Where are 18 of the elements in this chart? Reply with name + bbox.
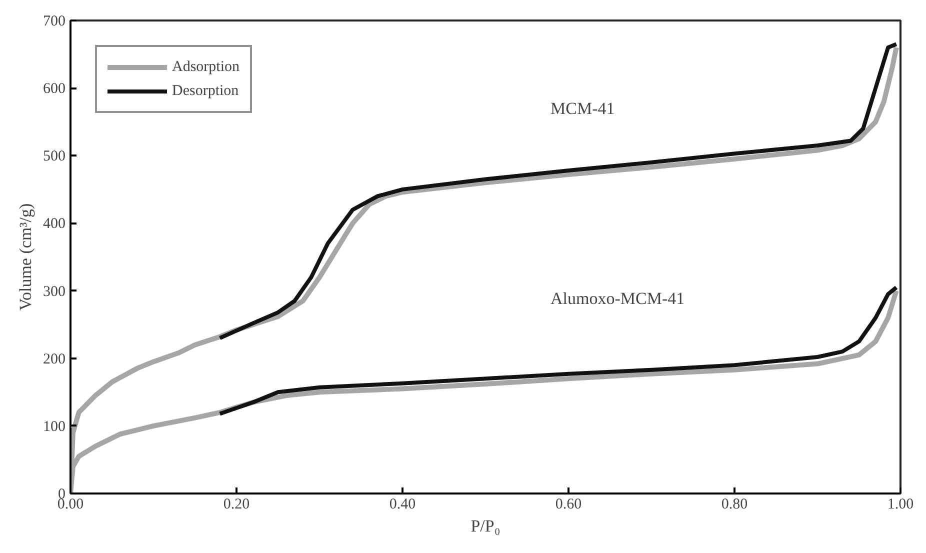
legend-label: Adsorption [172, 58, 240, 76]
y-tick-label: 700 [43, 14, 66, 30]
y-tick-label: 300 [43, 284, 66, 300]
x-tick-label: 0.80 [721, 496, 748, 512]
y-tick-label: 600 [43, 81, 66, 98]
annotation: MCM-41 [550, 99, 615, 118]
x-axis-title: P/P₀ [470, 516, 500, 536]
y-tick-label: 200 [43, 351, 66, 368]
y-axis-title: Volume (cm³/g) [16, 203, 35, 311]
x-tick-label: 0.40 [389, 496, 416, 512]
x-tick-label: 0.20 [223, 496, 250, 512]
annotation: Alumoxo-MCM-41 [550, 289, 685, 308]
y-tick-label: 500 [43, 148, 66, 165]
x-tick-label: 0.60 [555, 496, 582, 512]
legend-label: Desorption [172, 82, 239, 100]
y-tick-label: 400 [43, 216, 66, 232]
x-tick-label: 1.00 [887, 496, 914, 512]
y-tick-label: 100 [43, 418, 66, 435]
